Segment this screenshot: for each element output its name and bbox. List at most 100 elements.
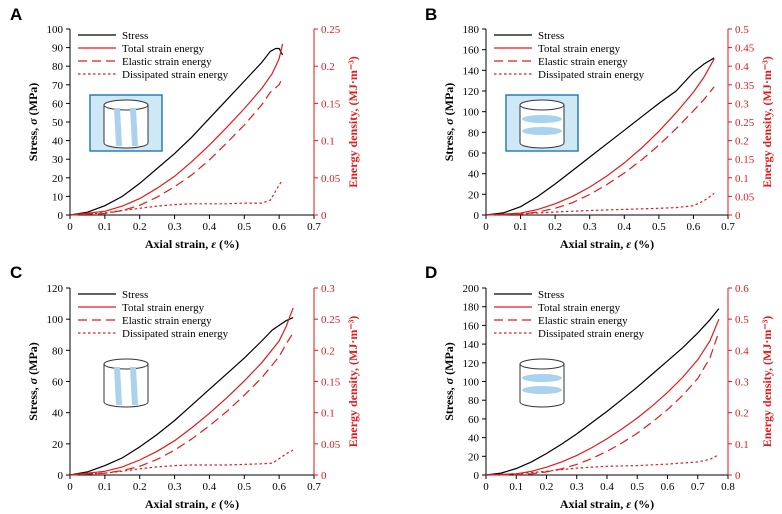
x-tick-label: 0	[67, 481, 73, 493]
x-axis-label-part: Axial strain,	[145, 237, 211, 251]
legend-label: Stress	[122, 289, 148, 301]
x-axis-label-part: Axial strain,	[560, 497, 626, 511]
x-tick-label: 0	[67, 221, 73, 233]
x-tick-label: 0.7	[307, 481, 321, 493]
vertical-fracture	[130, 108, 138, 146]
x-tick-label: 0.4	[203, 221, 217, 233]
y2-tick-label: 0.3	[321, 283, 335, 295]
x-tick-label: 0.1	[98, 221, 112, 233]
y-tick-label: 40	[52, 408, 64, 420]
y-tick-label: 20	[468, 189, 480, 201]
series-elastic-strain-energy	[69, 332, 294, 476]
panel-label: A	[10, 5, 22, 24]
legend-label: Total strain energy	[538, 302, 621, 314]
series-elastic-strain-energy	[69, 77, 284, 216]
y2-tick-label: 0	[321, 470, 327, 482]
legend-label: Total strain energy	[122, 302, 205, 314]
y-tick-label: 0	[474, 210, 480, 222]
cylinder-body	[103, 364, 149, 408]
series-dissipated-strain-energy	[69, 179, 284, 216]
y2-tick-label: 0.25	[321, 24, 341, 36]
x-tick-label: 0.7	[307, 221, 321, 233]
specimen-inset	[519, 358, 565, 408]
y2-tick-label: 0.45	[735, 43, 755, 55]
y-axis-label-part: Stress,	[26, 125, 40, 161]
y-axis-label-part: Stress,	[26, 384, 40, 420]
y2-tick-label: 0	[735, 210, 741, 222]
y-tick-label: 60	[468, 148, 480, 160]
y-tick-label: 140	[463, 339, 480, 351]
y-axis-label: Stress, σ (MPa)	[26, 83, 40, 162]
cylinder-top	[103, 99, 149, 111]
cylinder-top	[519, 358, 565, 370]
y-tick-label: 0	[58, 210, 64, 222]
y2-axis-label: Energy density, (MJ·m⁻³)	[760, 316, 774, 448]
y-tick-label: 30	[52, 154, 64, 166]
legend-label: Stress	[538, 30, 564, 42]
y-tick-label: 40	[468, 433, 480, 445]
y-tick-label: 20	[468, 451, 480, 463]
y-tick-label: 160	[463, 320, 480, 332]
series-dissipated-strain-energy	[485, 454, 720, 476]
y-tick-label: 120	[463, 86, 480, 98]
y-tick-label: 60	[52, 98, 64, 110]
y-tick-label: 100	[47, 314, 64, 326]
y-tick-label: 140	[463, 65, 480, 77]
x-tick-label: 0.6	[687, 221, 701, 233]
y-tick-label: 120	[463, 358, 480, 370]
x-axis-label-part: (%)	[216, 237, 239, 251]
x-axis-label: Axial strain, ε (%)	[145, 237, 239, 251]
cylinder-body	[103, 105, 149, 149]
series-total-strain-energy	[485, 58, 715, 216]
legend-label: Dissipated strain energy	[538, 69, 645, 81]
x-tick-label: 0.5	[652, 221, 666, 233]
legend-label: Elastic strain energy	[122, 56, 212, 68]
y-tick-label: 40	[468, 169, 480, 181]
y2-tick-label: 0.25	[321, 314, 341, 326]
x-axis-label-part: ε	[211, 237, 216, 251]
y-tick-label: 80	[52, 61, 64, 73]
y-axis-label-part: σ	[442, 377, 456, 384]
x-tick-label: 0.3	[168, 221, 182, 233]
y-axis-label-part: σ	[442, 118, 456, 125]
x-tick-label: 0.3	[583, 221, 597, 233]
y-axis-label: Stress, σ (MPa)	[442, 83, 456, 162]
legend-label: Stress	[122, 30, 148, 42]
y-tick-label: 180	[463, 302, 480, 314]
y-axis-label-part: (MPa)	[442, 342, 456, 378]
legend-label: Stress	[538, 289, 564, 301]
x-tick-label: 0.6	[272, 481, 286, 493]
x-tick-label: 0	[483, 481, 489, 493]
y2-axis-label: Energy density, (MJ·m⁻³)	[346, 316, 360, 448]
vertical-fracture	[114, 108, 122, 146]
series-stress	[69, 47, 284, 216]
y2-tick-label: 0.5	[735, 24, 749, 36]
vertical-fracture	[130, 367, 138, 405]
y-tick-label: 70	[52, 80, 64, 92]
legend-label: Total strain energy	[538, 43, 621, 55]
legend-label: Elastic strain energy	[122, 315, 212, 327]
x-tick-label: 0.7	[691, 481, 705, 493]
y-tick-label: 20	[52, 439, 64, 451]
legend-label: Elastic strain energy	[538, 315, 628, 327]
x-tick-label: 0.3	[168, 481, 182, 493]
x-tick-label: 0.3	[570, 481, 584, 493]
y-tick-label: 40	[52, 136, 64, 148]
legend-label: Total strain energy	[122, 43, 205, 55]
y2-tick-label: 0.2	[735, 136, 749, 148]
y-tick-label: 0	[58, 470, 64, 482]
y-tick-label: 80	[52, 345, 64, 357]
series-total-strain-energy	[69, 307, 294, 476]
vertical-fracture	[114, 367, 122, 405]
x-tick-label: 0.4	[600, 481, 614, 493]
x-axis-label-part: ε	[626, 237, 631, 251]
x-tick-label: 0.1	[514, 221, 528, 233]
y2-tick-label: 0.4	[735, 61, 749, 73]
y2-tick-label: 0.5	[735, 314, 749, 326]
x-tick-label: 0.5	[630, 481, 644, 493]
y-axis-label-part: (MPa)	[26, 342, 40, 378]
y-tick-label: 100	[463, 107, 480, 119]
series-dissipated-strain-energy	[485, 192, 715, 216]
panel-label: C	[10, 263, 22, 282]
y2-tick-label: 0.3	[735, 377, 749, 389]
